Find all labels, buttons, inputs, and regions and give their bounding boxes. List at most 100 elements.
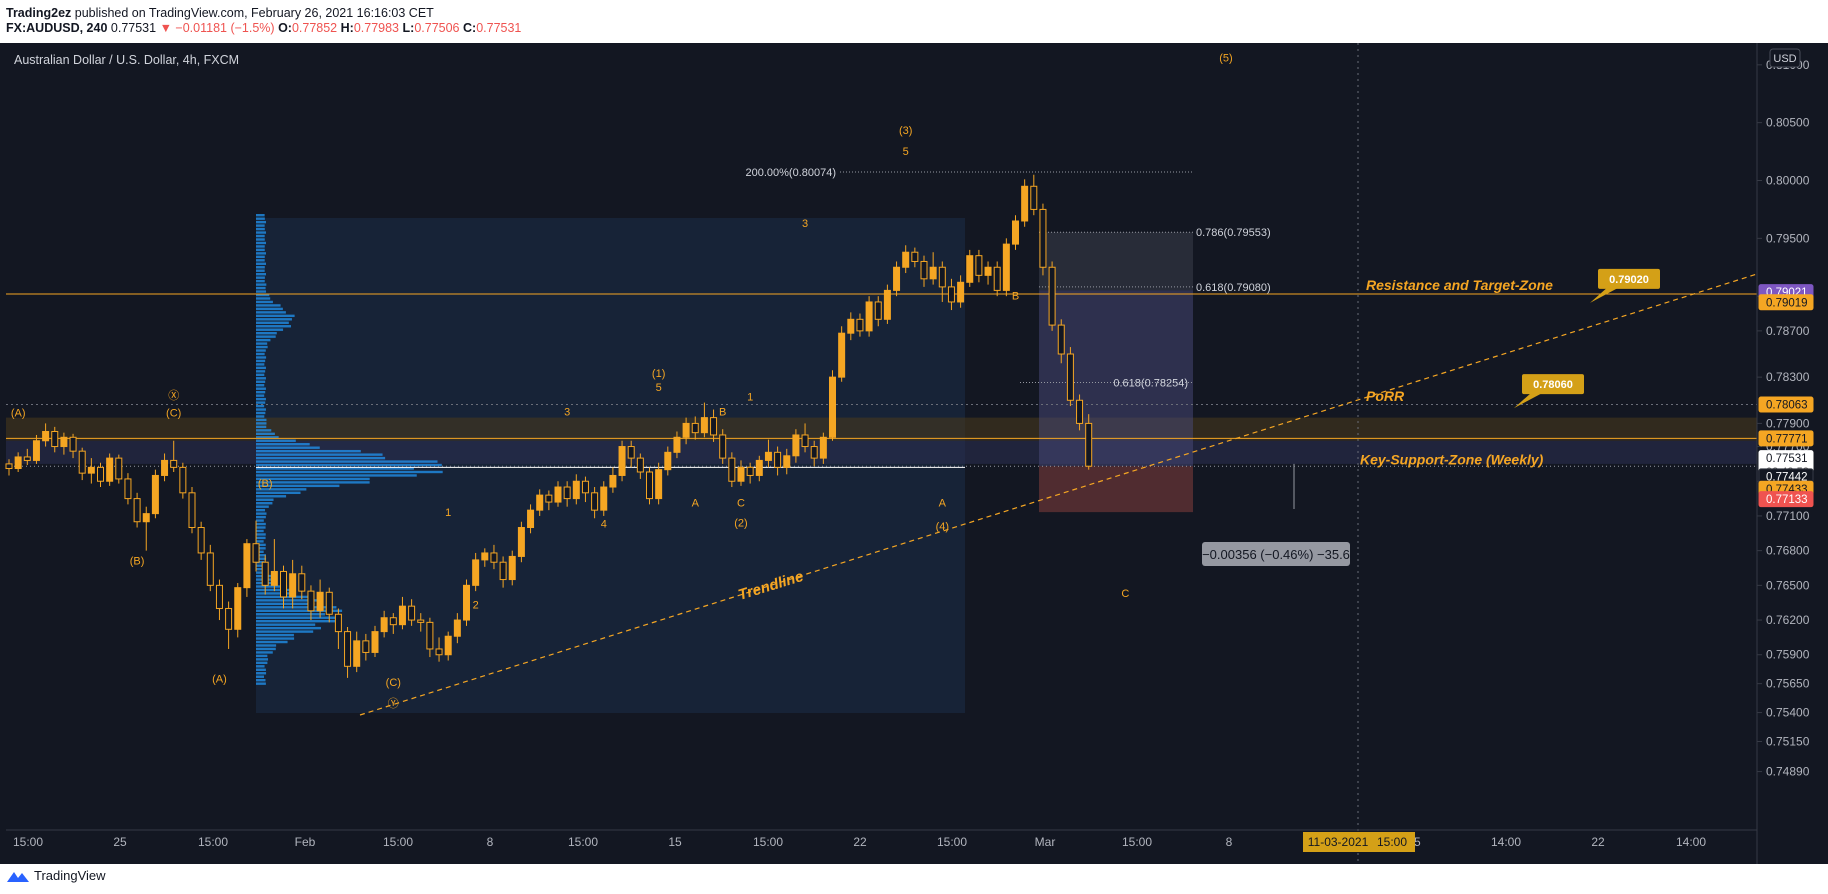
wave-label: A: [692, 498, 700, 510]
time-tick-label: 15:00: [753, 835, 783, 849]
open-value: 0.77852: [291, 21, 338, 35]
wave-label: (1): [652, 368, 665, 380]
volume-profile-bar: [256, 373, 265, 377]
candle-body: [289, 573, 297, 598]
volume-profile-bar: [256, 651, 273, 654]
volume-profile-bar: [256, 491, 301, 495]
porr-label: PoRR: [1366, 388, 1405, 404]
price-tick-label: 0.74890: [1766, 765, 1810, 779]
price-callout[interactable]: [1598, 268, 1660, 289]
candle-body: [270, 570, 278, 586]
volume-profile-bar: [256, 536, 266, 540]
candle-body: [572, 480, 580, 500]
candle-body: [298, 573, 306, 592]
time-tick-label: 15:00: [383, 835, 413, 849]
volume-profile-bar: [256, 543, 266, 547]
candle-body: [966, 255, 974, 283]
wave-label: (5): [1219, 52, 1232, 64]
wave-label: A: [939, 498, 947, 510]
price-change: ▼ −0.01181 (−1.5%): [159, 21, 275, 35]
volume-profile-bar: [256, 460, 438, 463]
volume-profile-bar: [256, 443, 310, 446]
volume-profile-bar: [256, 408, 266, 411]
candle-body: [426, 621, 434, 650]
wave-label: Ⓨ: [388, 697, 399, 710]
volume-profile-bar: [256, 248, 265, 252]
candle-body: [453, 619, 461, 637]
open-label: O:: [278, 21, 292, 35]
candle-body: [481, 552, 489, 561]
candle-body: [408, 605, 416, 621]
candle-body: [197, 527, 205, 554]
wave-label: B: [1012, 291, 1019, 303]
candle-body: [261, 561, 269, 586]
volume-profile-bar: [256, 415, 265, 418]
candle-body: [783, 455, 791, 468]
candle-body: [1012, 220, 1019, 245]
volume-profile-bar: [256, 241, 266, 245]
volume-profile-bar: [256, 331, 277, 335]
volume-profile-bar: [256, 540, 264, 543]
candle-body: [655, 469, 663, 500]
wave-label: 2: [473, 599, 479, 611]
candle-body: [124, 478, 132, 500]
candle-body: [517, 527, 525, 557]
candle-body: [1057, 324, 1065, 355]
volume-profile-bar: [256, 411, 266, 415]
cursor-time-label: 15:00: [1377, 835, 1407, 849]
volume-profile-bar: [256, 456, 386, 460]
volume-profile-bar: [256, 647, 276, 651]
candle-body: [133, 498, 141, 523]
volume-profile-bar: [256, 682, 266, 685]
volume-profile-bar: [256, 675, 265, 678]
volume-profile-bar: [256, 231, 266, 234]
candle-body: [398, 605, 406, 626]
header-line-2: FX:AUDUSD, 240 0.77531 ▼ −0.01181 (−1.5%…: [6, 21, 521, 36]
volume-profile-bar: [256, 519, 264, 522]
candle-body: [847, 318, 855, 334]
volume-profile-bar: [256, 529, 264, 533]
author-name[interactable]: Trading2ez: [6, 6, 72, 20]
volume-profile-bar: [256, 557, 267, 560]
candle-body: [929, 266, 937, 280]
candle-body: [280, 570, 287, 598]
time-tick-label: 8: [1226, 835, 1233, 849]
volume-profile-bar: [256, 429, 272, 432]
low-label: L:: [402, 21, 415, 35]
candle-body: [746, 466, 754, 476]
candle-body: [911, 251, 919, 262]
volume-profile-bar: [256, 661, 268, 665]
price-tag-label: 0.77771: [1766, 433, 1808, 445]
candle-body: [829, 376, 836, 438]
candle-body: [691, 422, 699, 434]
time-tick-label: 22: [853, 835, 867, 849]
candle-body: [463, 584, 470, 621]
volume-profile-bar: [256, 508, 266, 512]
price-tick-label: 0.77900: [1766, 416, 1810, 430]
volume-profile-bar: [256, 484, 340, 488]
candle-body: [920, 260, 928, 280]
candle-body: [1048, 266, 1056, 326]
candle-body: [682, 422, 690, 438]
candle-body: [636, 457, 644, 473]
volume-profile-bar: [256, 481, 370, 484]
fib-label: 0.618(0.79080): [1196, 282, 1271, 294]
volume-profile-bar: [256, 588, 295, 592]
candle-body: [380, 617, 388, 633]
callout-pointer: [1590, 286, 1620, 303]
price-tag: [1758, 396, 1814, 413]
candle-body: [499, 561, 507, 581]
volume-profile-bar: [256, 356, 267, 359]
footer-brand[interactable]: TradingView: [34, 868, 106, 883]
volume-profile-bar: [256, 272, 267, 276]
candle-body: [170, 459, 178, 468]
volume-profile-bar: [256, 384, 265, 387]
wave-label: 1: [445, 507, 451, 519]
volume-profile-bar: [256, 623, 316, 626]
price-tick-label: 0.80000: [1766, 174, 1810, 188]
volume-profile-bar: [256, 512, 267, 515]
currency-button[interactable]: USD: [1769, 48, 1801, 68]
price-callout[interactable]: [1522, 374, 1584, 395]
